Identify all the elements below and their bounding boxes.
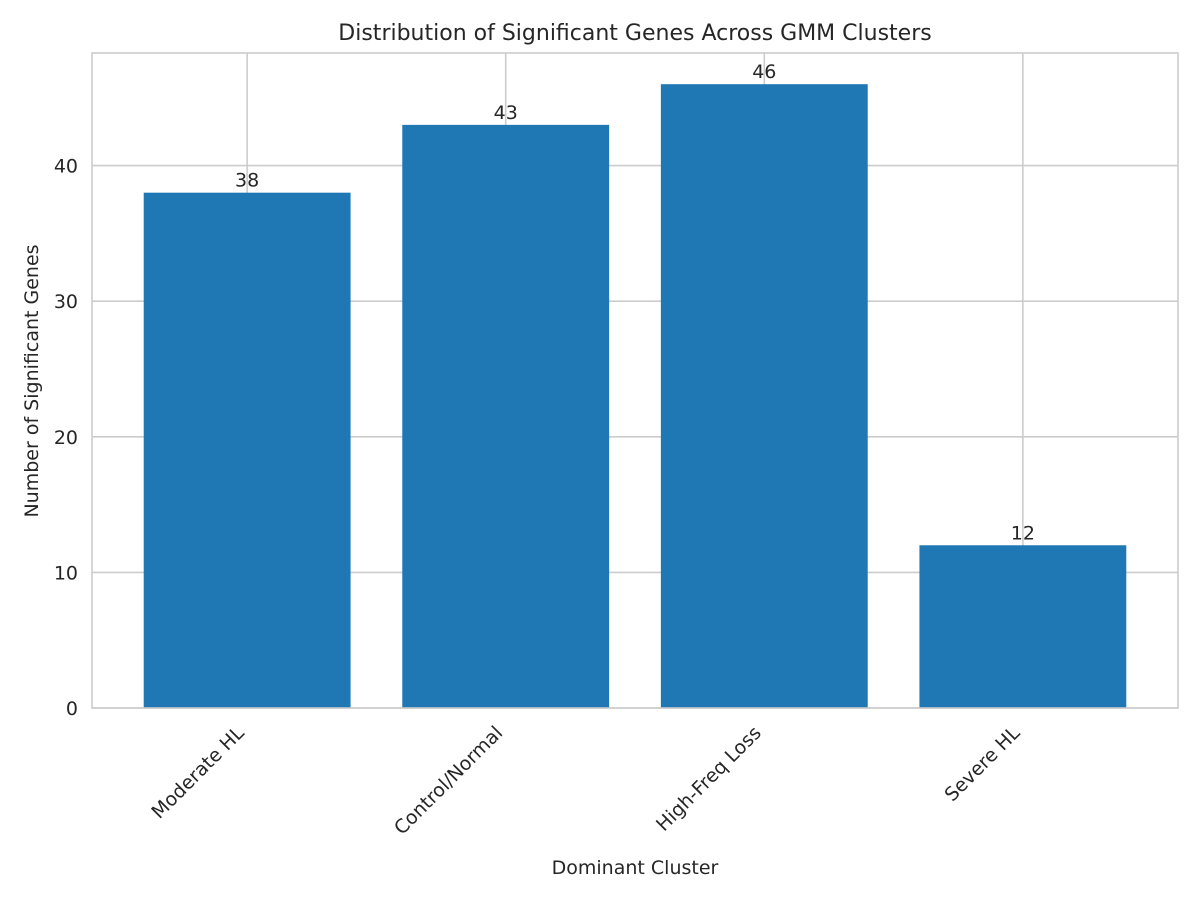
bar-value-label: 38 [235,170,259,192]
bar [660,84,868,708]
x-tick-label: Moderate HL [147,722,249,824]
y-tick-label: 10 [54,562,78,584]
data-labels: 38 43 46 12 [235,61,1035,544]
x-tick-label: High-Freq Loss [652,722,766,836]
y-axis-ticks: 0 10 20 30 40 [54,156,78,720]
plot-frame [91,52,1179,709]
y-tick-label: 40 [54,156,78,178]
y-axis-label: Number of Significant Genes [21,244,43,517]
bar-value-label: 43 [494,102,518,124]
bar-value-label: 12 [1011,522,1035,544]
chart-title: Distribution of Significant Genes Across… [338,21,931,46]
bar [143,192,351,709]
x-axis-ticks: Moderate HL Control/Normal High-Freq Loss S… [147,722,1024,840]
x-tick-label: Control/Normal [390,722,507,839]
y-tick-label: 0 [66,698,78,720]
x-axis-label: Dominant Cluster [552,857,719,879]
bar-value-label: 46 [752,61,776,83]
bars [143,84,1127,709]
bar [919,545,1127,708]
x-tick-label: Severe HL [940,722,1024,806]
y-tick-label: 30 [54,291,78,313]
bar [402,124,610,708]
y-tick-label: 20 [54,427,78,449]
